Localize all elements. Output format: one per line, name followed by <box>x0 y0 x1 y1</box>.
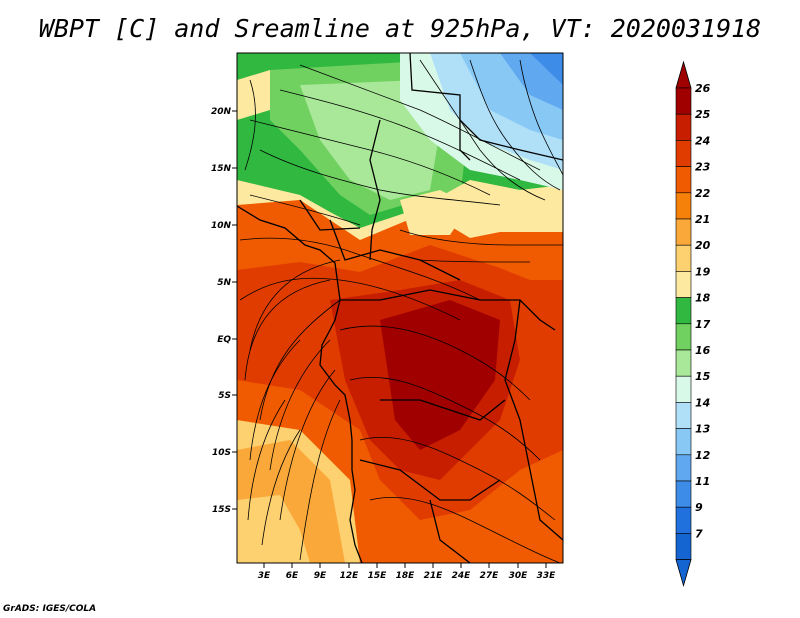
colorbar-swatch <box>675 454 692 482</box>
colorbar-label: 11 <box>695 475 710 488</box>
lon-label: 33E <box>537 571 557 581</box>
map-frame <box>236 52 564 564</box>
lat-label: 10N <box>211 221 232 231</box>
colorbar-swatch <box>675 192 692 220</box>
colorbar-label: 21 <box>695 213 710 226</box>
colorbar-swatch <box>675 244 692 272</box>
lat-label: 10S <box>212 448 231 458</box>
lon-label: 24E <box>452 571 472 581</box>
colorbar-swatch <box>675 87 692 115</box>
colorbar-label: 15 <box>695 370 711 383</box>
colorbar-label: 25 <box>695 108 711 121</box>
colorbar-swatch <box>675 271 692 298</box>
lon-label: 12E <box>340 571 360 581</box>
colorbar-swatch <box>675 297 692 325</box>
lon-axis: 3E 6E 9E 12E 15E 18E 21E 24E 27E 30E 33E <box>258 571 556 581</box>
chart-title: WBPT [C] and Sreamline at 925hPa, VT: 20… <box>38 14 762 43</box>
colorbar-swatch <box>675 506 692 534</box>
colorbar-swatch <box>675 349 692 377</box>
colorbar-top-arrow <box>675 60 692 89</box>
lon-label: 18E <box>396 571 416 581</box>
colorbar-label: 24 <box>695 134 710 147</box>
colorbar-label: 12 <box>695 449 711 462</box>
lat-label: 20N <box>211 107 232 117</box>
colorbar-label: 26 <box>695 82 711 95</box>
colorbar-swatch <box>675 166 692 194</box>
lon-label: 6E <box>286 571 299 581</box>
lat-label: EQ <box>217 335 231 345</box>
grads-credit: GrADS: IGES/COLA <box>3 604 97 614</box>
lon-label: 15E <box>368 571 388 581</box>
colorbar-swatch <box>675 113 692 141</box>
colorbar-swatch <box>675 402 692 429</box>
lat-axis: 20N 15N 10N 5N EQ 5S 10S 15S <box>211 107 232 515</box>
colorbar-swatch <box>675 375 692 403</box>
colorbar-bottom-arrow <box>675 559 692 588</box>
colorbar-swatch <box>675 218 692 246</box>
colorbar-label: 13 <box>695 423 711 436</box>
colorbar-swatch <box>675 140 692 167</box>
colorbar-label: 9 <box>695 501 703 514</box>
lat-label: 5S <box>218 391 231 401</box>
lat-label: 15S <box>212 505 231 515</box>
colorbar-label: 23 <box>695 161 711 174</box>
colorbar-label: 20 <box>695 239 711 252</box>
colorbar-label: 14 <box>695 396 710 409</box>
colorbar-swatch <box>675 323 692 351</box>
lon-label: 30E <box>509 571 529 581</box>
colorbar-swatch <box>675 533 692 560</box>
lat-label: 15N <box>211 164 232 174</box>
streamlines <box>239 59 563 563</box>
colorbar-label: 17 <box>695 318 711 331</box>
wbpt-field <box>237 53 563 563</box>
lat-label: 5N <box>217 278 231 288</box>
lon-label: 9E <box>314 571 327 581</box>
colorbar: 26 25 24 23 22 21 20 19 18 17 16 15 14 13 12 11 9 7 <box>675 60 711 588</box>
colorbar-label: 16 <box>695 344 711 357</box>
colorbar-label: 22 <box>695 187 711 200</box>
lon-label: 21E <box>424 571 444 581</box>
colorbar-label: 19 <box>695 265 711 278</box>
colorbar-label: 18 <box>695 292 711 305</box>
colorbar-swatch <box>675 480 692 508</box>
colorbar-label: 7 <box>695 527 703 540</box>
lon-label: 3E <box>258 571 271 581</box>
lon-label: 27E <box>480 571 500 581</box>
colorbar-swatch <box>675 428 692 456</box>
